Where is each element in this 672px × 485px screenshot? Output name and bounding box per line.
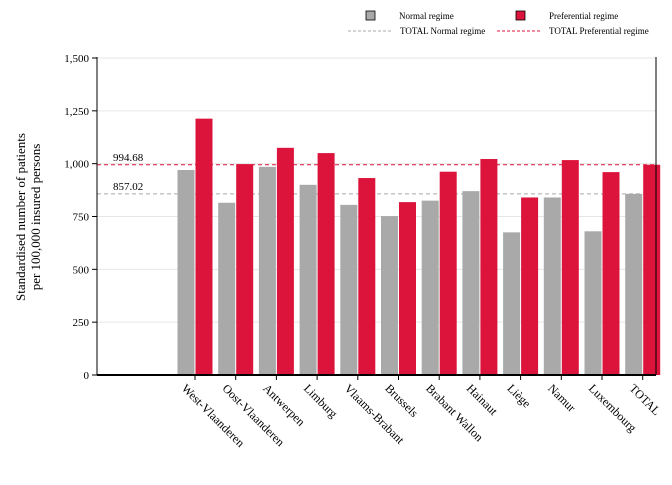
reference-line-label: 857.02 (113, 181, 143, 193)
bar (299, 184, 317, 375)
bar (561, 160, 579, 375)
bar (381, 216, 398, 375)
bar (439, 171, 457, 375)
x-tick-label: TOTAL (627, 381, 664, 418)
y-tick-label: 1,500 (64, 53, 89, 65)
y-tick-label: 250 (73, 317, 90, 329)
bar (421, 200, 439, 375)
bar (503, 232, 521, 375)
bar (317, 153, 335, 375)
bar (276, 147, 294, 375)
bar (218, 202, 236, 375)
y-tick-label: 750 (73, 212, 90, 224)
y-axis-title: Standardised number of patientsper 100,0… (13, 133, 43, 301)
bar (195, 118, 213, 376)
bar (177, 170, 195, 375)
bar (462, 191, 480, 375)
bar (521, 197, 539, 375)
y-axis-title-line: per 100,000 insured persons (28, 144, 43, 291)
reference-line-label: 994.68 (113, 152, 144, 164)
x-tick-label: Liège (504, 381, 533, 410)
legend-label: TOTAL Preferential regime (549, 26, 649, 36)
bar (480, 159, 498, 375)
y-axis-title-line: Standardised number of patients (13, 133, 28, 301)
bar (584, 231, 602, 375)
legend-swatch (515, 10, 526, 21)
legend-label: Normal regime (399, 11, 454, 21)
legend: Normal regime Preferential regime TOTAL No… (348, 10, 649, 36)
y-tick-label: 500 (73, 264, 90, 276)
x-tick-label: Namur (545, 381, 578, 414)
legend-swatch (365, 10, 376, 21)
x-tick-label: Hainaut (464, 381, 501, 418)
bar (340, 204, 358, 375)
bar (625, 193, 643, 375)
bar (258, 166, 276, 375)
bar (643, 164, 661, 375)
y-tick-label: 1,000 (64, 159, 89, 171)
bar (543, 197, 561, 375)
bar (236, 164, 254, 375)
bar (399, 202, 416, 375)
legend-label: TOTAL Normal regime (400, 26, 485, 36)
bar (602, 172, 620, 375)
bars (177, 118, 661, 376)
y-tick-label: 0 (84, 370, 90, 382)
y-tick-label: 1,250 (64, 106, 89, 118)
bar (358, 178, 376, 375)
x-tick-label: Limburg (301, 381, 340, 420)
x-tick-label: Brussels (382, 381, 421, 420)
legend-label: Preferential regime (549, 11, 618, 21)
